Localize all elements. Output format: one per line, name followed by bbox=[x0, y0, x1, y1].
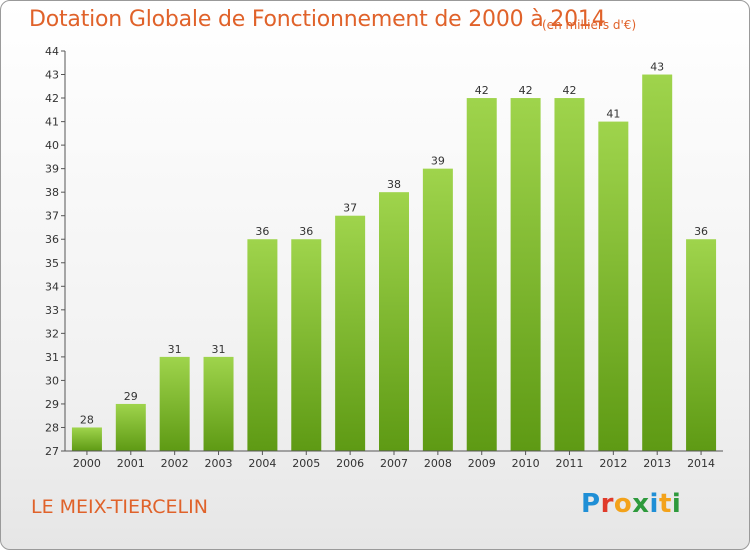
logo-letter: t bbox=[658, 489, 672, 519]
commune-name: LE MEIX-TIERCELIN bbox=[31, 496, 208, 518]
bar-2005 bbox=[291, 239, 322, 451]
y-tick-label: 39 bbox=[45, 163, 59, 176]
x-tick-label-2009: 2009 bbox=[468, 457, 496, 470]
x-tick-label-2010: 2010 bbox=[512, 457, 540, 470]
x-tick-label-2008: 2008 bbox=[424, 457, 452, 470]
value-label-2004: 36 bbox=[255, 225, 269, 238]
y-tick-label: 36 bbox=[45, 233, 59, 246]
logo-letter: x bbox=[632, 489, 650, 519]
y-tick-label: 38 bbox=[45, 186, 59, 199]
y-tick-label: 40 bbox=[45, 139, 59, 152]
x-tick-label-2005: 2005 bbox=[292, 457, 320, 470]
y-tick-label: 31 bbox=[45, 351, 59, 364]
y-tick-label: 44 bbox=[45, 45, 59, 58]
x-tick-label-2007: 2007 bbox=[380, 457, 408, 470]
logo-letter: r bbox=[600, 489, 614, 519]
bar-2003 bbox=[203, 356, 234, 451]
bar-2010 bbox=[510, 98, 541, 451]
y-tick-label: 37 bbox=[45, 210, 59, 223]
logo-letter: o bbox=[613, 489, 633, 519]
y-tick-label: 41 bbox=[45, 116, 59, 129]
value-label-2000: 28 bbox=[80, 413, 94, 426]
value-label-2005: 36 bbox=[299, 225, 313, 238]
value-label-2012: 41 bbox=[606, 108, 620, 121]
y-tick-label: 30 bbox=[45, 374, 59, 387]
bar-2009 bbox=[466, 98, 497, 451]
bar-2008 bbox=[422, 168, 453, 451]
proxiti-logo: Proxiti bbox=[581, 489, 681, 519]
y-tick-label: 42 bbox=[45, 92, 59, 105]
bar-2000 bbox=[71, 427, 102, 451]
bar-2007 bbox=[379, 192, 409, 452]
logo-letter: P bbox=[581, 489, 601, 519]
x-tick-label-2014: 2014 bbox=[687, 457, 715, 470]
x-tick-label-2012: 2012 bbox=[599, 457, 627, 470]
y-tick-label: 29 bbox=[45, 398, 59, 411]
y-tick-label: 32 bbox=[45, 327, 59, 340]
logo-letter: i bbox=[649, 489, 659, 519]
logo-letter: i bbox=[671, 489, 682, 519]
x-tick-label-2013: 2013 bbox=[643, 457, 671, 470]
bar-2014 bbox=[686, 239, 717, 451]
bar-2012 bbox=[598, 121, 629, 452]
value-label-2008: 39 bbox=[431, 155, 445, 168]
bar-2013 bbox=[642, 74, 673, 451]
value-label-2013: 43 bbox=[650, 61, 664, 74]
bar-2004 bbox=[247, 239, 278, 451]
value-label-2014: 36 bbox=[694, 225, 708, 238]
bar-2006 bbox=[335, 215, 366, 451]
y-tick-label: 43 bbox=[45, 69, 59, 82]
y-tick-label: 28 bbox=[45, 421, 59, 434]
y-axis: 27 28 29 30 31 32 33 34 35 36 37 38 39 40 41 42 43 44 bbox=[45, 45, 66, 458]
value-label-2001: 29 bbox=[124, 390, 138, 403]
value-label-2010: 42 bbox=[519, 84, 533, 97]
x-axis: 2000 2001 2002 2003 2004 2005 2006 2007 2008 2009… bbox=[65, 450, 723, 470]
x-tick-label-2001: 2001 bbox=[117, 457, 145, 470]
bar-2002 bbox=[159, 356, 190, 451]
bar-2001 bbox=[115, 403, 146, 451]
x-tick-label-2002: 2002 bbox=[161, 457, 189, 470]
x-tick-label-2000: 2000 bbox=[73, 457, 101, 470]
value-label-2003: 31 bbox=[212, 343, 226, 356]
value-label-2009: 42 bbox=[475, 84, 489, 97]
chart-title: Dotation Globale de Fonctionnement de 20… bbox=[29, 7, 606, 32]
bar-2011 bbox=[554, 98, 585, 451]
x-tick-label-2011: 2011 bbox=[555, 457, 583, 470]
chart-unit: (en milliers d'€) bbox=[542, 18, 637, 32]
x-tick-label-2003: 2003 bbox=[205, 457, 233, 470]
y-tick-label: 27 bbox=[45, 445, 59, 458]
y-tick-label: 33 bbox=[45, 304, 59, 317]
y-tick-label: 35 bbox=[45, 257, 59, 270]
value-label-2011: 42 bbox=[562, 84, 576, 97]
x-tick-label-2004: 2004 bbox=[248, 457, 276, 470]
value-label-2006: 37 bbox=[343, 202, 357, 215]
bars: 28 29 31 31 36 36 37 38 39 42 42 42 41 43 36 bbox=[71, 61, 717, 452]
y-tick-label: 34 bbox=[45, 280, 59, 293]
value-label-2002: 31 bbox=[168, 343, 182, 356]
x-tick-label-2006: 2006 bbox=[336, 457, 364, 470]
value-label-2007: 38 bbox=[387, 178, 401, 191]
